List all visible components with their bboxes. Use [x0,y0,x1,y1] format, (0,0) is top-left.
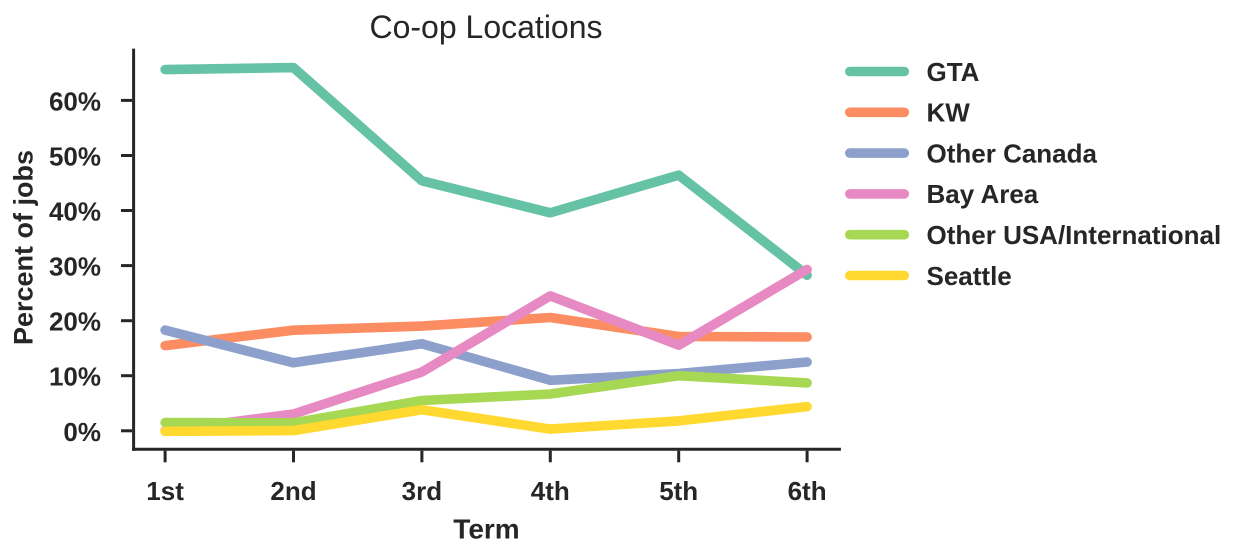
svg-text:0%: 0% [63,417,101,447]
svg-text:30%: 30% [49,252,101,282]
svg-text:1st: 1st [146,476,184,506]
svg-text:KW: KW [927,98,971,128]
svg-text:Seattle: Seattle [927,261,1012,291]
svg-text:4th: 4th [531,476,570,506]
svg-text:Other Canada: Other Canada [927,138,1098,168]
svg-text:10%: 10% [49,362,101,392]
svg-text:3rd: 3rd [402,476,442,506]
svg-text:2nd: 2nd [270,476,316,506]
svg-text:Term: Term [453,514,519,545]
svg-text:50%: 50% [49,142,101,172]
svg-text:6th: 6th [788,476,827,506]
svg-text:GTA: GTA [927,57,980,87]
svg-text:Percent of jobs: Percent of jobs [9,150,39,345]
svg-text:Bay Area: Bay Area [927,179,1039,209]
svg-text:20%: 20% [49,307,101,337]
svg-text:40%: 40% [49,197,101,227]
svg-text:5th: 5th [659,476,698,506]
svg-text:Other USA/International: Other USA/International [927,220,1222,250]
svg-text:60%: 60% [49,86,101,116]
svg-text:Co-op Locations: Co-op Locations [369,9,602,45]
